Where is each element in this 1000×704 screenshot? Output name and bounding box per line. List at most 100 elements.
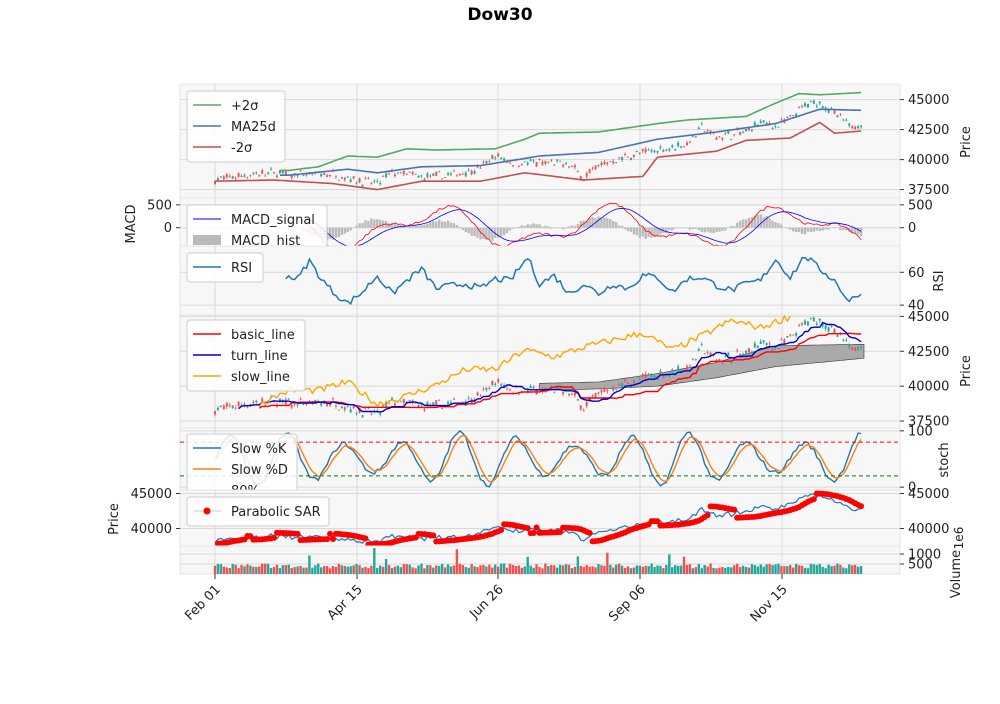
bollinger-candle-body-75	[435, 172, 437, 176]
volume-bar-74	[432, 568, 434, 574]
ichimoku-candle-body-199	[801, 323, 803, 324]
bollinger-candle-body-164	[698, 128, 700, 130]
macd-hist-bar-173	[724, 228, 726, 231]
volume-bar-159	[683, 557, 685, 574]
macd-hist-bar-87	[470, 228, 472, 236]
macd-hist-bar-179	[742, 219, 744, 227]
macd-hist-bar-206	[822, 228, 824, 231]
ichimoku-candle-body-30	[303, 404, 305, 405]
ichimoku-candle-body-211	[836, 335, 838, 337]
macd-hist-bar-172	[721, 228, 723, 231]
bollinger-candle-body-194	[786, 117, 788, 118]
volume-bar-185	[760, 564, 762, 574]
bollinger-candle-body-156	[674, 149, 676, 150]
bollinger-candle-body-105	[524, 161, 526, 162]
bollinger-candle-body-147	[648, 150, 650, 151]
ichimoku-candle-body-41	[335, 406, 337, 407]
ichimoku-candle-body-100	[509, 390, 511, 391]
volume-bar-51	[364, 567, 366, 574]
bollinger-candle-body-140	[627, 157, 629, 158]
bollinger-candle-body-58	[385, 173, 387, 177]
bollinger-candle-body-23	[282, 171, 284, 173]
volume-bar-29	[299, 566, 301, 574]
volume-bar-123	[577, 556, 579, 574]
volume-bar-68	[414, 568, 416, 574]
bollinger-candle-body-7	[235, 178, 237, 179]
volume-bar-14	[255, 567, 257, 574]
ichimoku-candle-body-219	[860, 346, 862, 348]
volume-bar-9	[240, 565, 242, 574]
ichimoku-candle-body-144	[639, 378, 641, 379]
macd-ytick-label-1: 500	[908, 198, 933, 213]
volume-bar-3	[223, 567, 225, 574]
ichimoku-candle-body-115	[553, 392, 555, 393]
volume-bar-209	[830, 566, 832, 574]
volume-bar-92	[485, 567, 487, 574]
volume-bar-122	[574, 567, 576, 574]
macd-hist-bar-106	[527, 224, 529, 227]
bollinger-candle-body-149	[654, 151, 656, 152]
macd-hist-bar-165	[701, 228, 703, 232]
macd-hist-bar-104	[521, 225, 523, 227]
volume-bar-38	[326, 566, 328, 574]
volume-bar-110	[538, 567, 540, 574]
volume-bar-111	[541, 568, 543, 574]
bollinger-candle-body-48	[356, 183, 358, 184]
ichimoku-candle-body-157	[677, 366, 679, 370]
ichimoku-candle-body-210	[834, 329, 836, 333]
ichimoku-candle-body-165	[701, 344, 703, 345]
bollinger-candle-body-90	[480, 168, 482, 169]
bollinger-candle-body-85	[465, 173, 467, 177]
macd-hist-bar-82	[456, 225, 458, 228]
bollinger-candle-body-153	[665, 150, 667, 151]
bollinger-candle-body-215	[848, 124, 850, 126]
macd-hist-bar-49	[358, 223, 360, 228]
bollinger-candle-body-78	[444, 177, 446, 178]
ichimoku-candle-body-126	[586, 402, 588, 406]
bollinger-candle-body-11	[246, 177, 248, 178]
bollinger-legend-label-1: MA25d	[231, 120, 276, 135]
bollinger-candle-body-101	[512, 165, 514, 166]
ichimoku-candle-body-99	[506, 389, 508, 390]
bollinger-candle-body-162	[692, 136, 694, 137]
volume-bar-147	[647, 566, 649, 574]
volume-bar-211	[836, 564, 838, 574]
bollinger-candle-body-37	[323, 173, 325, 175]
ichimoku-legend-label-2: slow_line	[231, 370, 290, 385]
ichimoku-legend-label-1: turn_line	[231, 349, 288, 364]
stochastic-ytick-label-1: 100	[908, 424, 933, 439]
volume-bar-4	[226, 567, 228, 574]
bollinger-candle-body-21	[276, 175, 278, 177]
volume-bar-10	[243, 566, 245, 574]
macd-hist-bar-74	[432, 221, 434, 228]
bollinger-candle-body-91	[482, 162, 484, 163]
bollinger-candle-body-174	[727, 131, 729, 133]
macd-hist-bar-118	[562, 228, 564, 230]
macd-hist-bar-148	[650, 228, 652, 238]
macd-hist-bar-99	[506, 228, 508, 233]
volume-bar-85	[465, 567, 467, 574]
ichimoku-candle-body-103	[518, 394, 520, 395]
ichimoku-candle-body-94	[491, 381, 493, 385]
macd-hist-bar-70	[420, 225, 422, 228]
bollinger-candle-body-30	[303, 175, 305, 176]
ichimoku-candle-body-188	[769, 344, 771, 345]
sar-dot-74	[430, 532, 436, 538]
bollinger-candle-body-133	[606, 163, 608, 164]
bollinger-candle-body-167	[707, 130, 709, 131]
ichimoku-candle-body-189	[772, 349, 774, 350]
volume-bar-155	[671, 567, 673, 574]
macd-hist-bar-178	[739, 221, 741, 228]
ichimoku-candle-body-47	[353, 406, 355, 408]
volume-bar-47	[352, 565, 354, 574]
bollinger-candle-body-202	[810, 101, 812, 102]
ichimoku-candle-body-125	[583, 410, 585, 411]
volume-bar-144	[639, 566, 641, 574]
bollinger-candle-body-198	[798, 107, 800, 108]
bollinger-candle-body-128	[592, 168, 594, 169]
ichimoku-candle-body-25	[288, 399, 290, 400]
macd-hist-bar-122	[574, 226, 576, 228]
bollinger-candle-body-10	[244, 175, 246, 176]
ichimoku-candle-body-161	[689, 366, 691, 367]
ichimoku-candle-body-28	[297, 404, 299, 405]
